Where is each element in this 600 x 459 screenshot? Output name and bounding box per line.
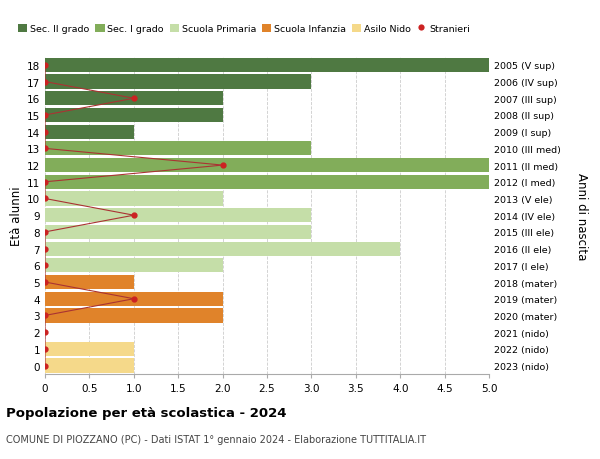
Bar	[45, 342, 134, 356]
Bar	[45, 92, 223, 106]
Bar	[45, 275, 134, 290]
Bar	[45, 142, 311, 156]
Bar	[45, 292, 223, 306]
Legend: Sec. II grado, Sec. I grado, Scuola Primaria, Scuola Infanzia, Asilo Nido, Stran: Sec. II grado, Sec. I grado, Scuola Prim…	[14, 21, 473, 38]
Bar	[45, 259, 223, 273]
Bar	[45, 225, 311, 240]
Bar	[45, 358, 134, 373]
Bar	[45, 59, 489, 73]
Text: Popolazione per età scolastica - 2024: Popolazione per età scolastica - 2024	[6, 406, 287, 419]
Bar	[45, 175, 489, 190]
Y-axis label: Anni di nascita: Anni di nascita	[575, 172, 587, 259]
Bar	[45, 159, 489, 173]
Bar	[45, 125, 134, 140]
Text: COMUNE DI PIOZZANO (PC) - Dati ISTAT 1° gennaio 2024 - Elaborazione TUTTITALIA.I: COMUNE DI PIOZZANO (PC) - Dati ISTAT 1° …	[6, 434, 426, 444]
Bar	[45, 242, 400, 256]
Y-axis label: Età alunni: Età alunni	[10, 186, 23, 246]
Bar	[45, 75, 311, 90]
Bar	[45, 192, 223, 206]
Bar	[45, 209, 311, 223]
Bar	[45, 109, 223, 123]
Bar	[45, 308, 223, 323]
